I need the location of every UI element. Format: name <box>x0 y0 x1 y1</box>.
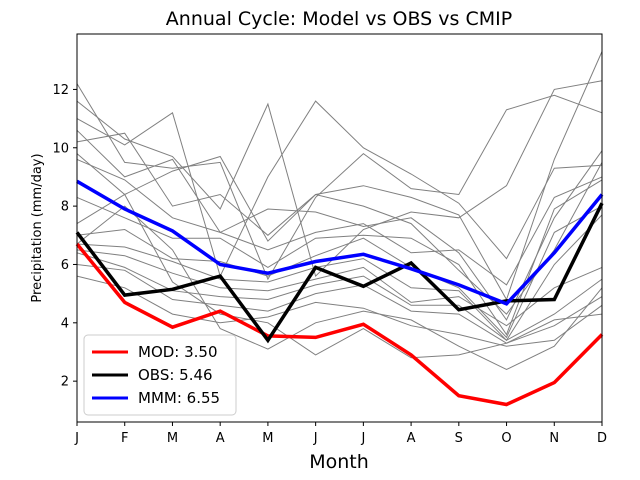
ensemble-lines <box>76 51 603 371</box>
ensemble-line-cmip-11 <box>76 249 603 327</box>
x-tick-label: A <box>216 431 225 446</box>
ensemble-line-cmip-14 <box>76 275 603 347</box>
legend-label-mod: MOD: 3.50 <box>138 343 218 361</box>
y-tick-label: 6 <box>61 258 69 273</box>
y-tick-label: 8 <box>61 200 69 215</box>
y-tick-label: 4 <box>61 316 69 331</box>
ensemble-line-cmip-13 <box>76 264 603 344</box>
plot-frame <box>76 33 603 423</box>
mod-line <box>75 242 604 407</box>
x-tick-label: M <box>167 431 178 446</box>
ensemble-line-cmip-08 <box>76 179 603 336</box>
y-tick-label: 10 <box>52 141 69 156</box>
ensemble-line-cmip-04 <box>76 51 603 301</box>
x-tick-label: O <box>501 431 511 446</box>
chart-title: Annual Cycle: Model vs OBS vs CMIP <box>166 8 512 30</box>
legend-label-obs: OBS: 5.46 <box>138 366 213 384</box>
x-tick-label: D <box>597 431 607 446</box>
mmm-line <box>76 179 604 306</box>
obs-line <box>75 202 604 344</box>
x-tick-label: S <box>455 431 463 446</box>
x-tick-label: M <box>262 431 273 446</box>
x-tick-label: A <box>407 431 416 446</box>
ensemble-line-cmip-15 <box>76 205 603 371</box>
ensemble-line-cmip-16 <box>76 193 603 359</box>
ensemble-line-cmip-01 <box>76 83 603 281</box>
x-tick-label: N <box>549 431 559 446</box>
ensemble-line-cmip-10 <box>76 214 603 342</box>
legend: MOD: 3.50 OBS: 5.46 MMM: 6.55 <box>83 334 237 416</box>
ensemble-line-cmip-07 <box>76 158 603 286</box>
ensemble-line-cmip-06 <box>76 129 603 321</box>
y-axis-title: Precipitation (mm/day) <box>30 153 45 302</box>
x-axis-title: Month <box>309 451 369 473</box>
x-tick-label: J <box>313 431 318 446</box>
x-tick-label: F <box>121 431 128 446</box>
x-tick-label: J <box>360 431 365 446</box>
y-tick-label: 12 <box>52 83 69 98</box>
ensemble-line-cmip-03 <box>76 100 603 278</box>
ensemble-line-cmip-02 <box>76 80 603 278</box>
y-tick-label: 2 <box>61 375 69 390</box>
legend-label-mmm: MMM: 6.55 <box>138 389 220 407</box>
x-tick-label: J <box>74 431 79 446</box>
highlight-lines <box>75 179 604 407</box>
y-axis: 2 4 6 8 10 12 <box>52 83 77 390</box>
ensemble-line-cmip-12 <box>76 252 603 341</box>
legend-box <box>83 334 237 416</box>
